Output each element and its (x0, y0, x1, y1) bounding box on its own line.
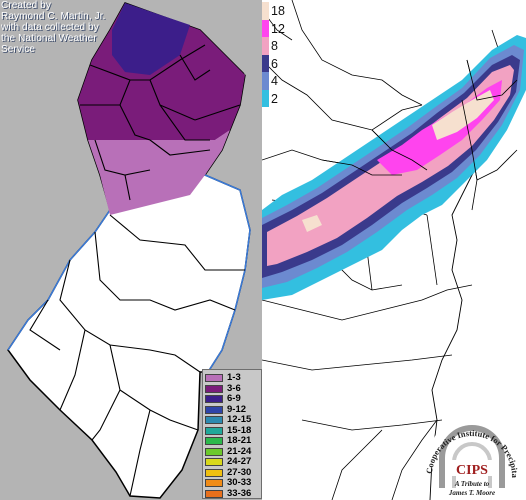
nj-legend-item: 33-36 (205, 487, 262, 499)
us-legend-label: 2 (271, 91, 278, 106)
us-legend-swatch (262, 19, 269, 37)
nj-legend-item: 1-3 (205, 372, 262, 383)
nj-legend-swatch (205, 374, 223, 382)
nj-legend-label: 21-24 (227, 445, 252, 457)
nj-legend: 1-3 3-6 6-9 9-12 12-15 15-18 18-21 21-24 24-27 27… (202, 369, 262, 499)
nj-legend-swatch (205, 489, 223, 498)
us-legend-label: 6 (271, 56, 278, 71)
cips-tribute: A Tribute to (454, 480, 490, 488)
nj-legend-item: 15-18 (205, 424, 262, 436)
us-legend-swatch (262, 2, 269, 20)
nj-legend-swatch (205, 447, 223, 456)
nj-snowfall-map: Created by Raymond C. Martin, Jr. with d… (0, 0, 262, 500)
nj-legend-item: 6-9 (205, 393, 262, 404)
county-lines (29, 44, 245, 497)
nj-legend-item: 9-12 (205, 403, 262, 415)
nj-legend-swatch (205, 395, 223, 403)
nj-legend-label: 27-30 (227, 466, 252, 478)
nj-legend-swatch (205, 458, 223, 466)
us-legend-label: 12 (271, 21, 285, 36)
nj-legend-swatch (205, 479, 223, 487)
credit-line: with data collected by (1, 22, 99, 33)
cips-logo-graphic: Cooperative Institute for Precipitation … (420, 398, 520, 498)
cips-abbr: CIPS (456, 463, 488, 478)
nj-legend-item: 24-27 (205, 456, 262, 467)
nj-legend-item: 30-33 (205, 477, 262, 488)
credit-line: Service (1, 44, 36, 55)
snow-band-1-3 (88, 130, 230, 215)
us-map-svg (262, 0, 526, 500)
nj-legend-label: 9-12 (227, 403, 247, 415)
nj-legend-label: 15-18 (227, 424, 252, 436)
nj-legend-item: 12-15 (205, 414, 262, 425)
nj-legend-label: 3-6 (227, 382, 241, 394)
nj-legend-label: 12-15 (227, 414, 252, 425)
cips-logo: Cooperative Institute for Precipitation … (420, 398, 524, 498)
us-legend: 18 12 8 6 4 2 (262, 0, 292, 120)
swath-18in (432, 90, 494, 140)
credit-text: Created by Raymond C. Martin, Jr. with d… (1, 0, 126, 55)
snow-band-6-9 (112, 3, 190, 75)
cips-name: James T. Moore (448, 489, 495, 497)
nj-legend-label: 6-9 (227, 393, 241, 404)
nj-legend-item: 27-30 (205, 466, 262, 478)
northeast-snowfall-map (262, 0, 526, 500)
us-legend-label: 8 (271, 39, 278, 53)
nj-legend-swatch (205, 416, 223, 424)
nj-legend-swatch (205, 437, 223, 445)
nj-legend-swatch (205, 468, 223, 477)
credit-line: Created by (1, 0, 51, 11)
nj-legend-label: 33-36 (227, 487, 252, 499)
nj-legend-swatch (205, 426, 223, 435)
nj-legend-item: 3-6 (205, 382, 262, 394)
nj-legend-label: 1-3 (227, 372, 241, 383)
nj-legend-item: 18-21 (205, 435, 262, 446)
nj-legend-label: 30-33 (227, 477, 252, 488)
nj-map-svg (7, 0, 262, 500)
us-legend-label: 4 (271, 74, 278, 88)
credit-line: the National Weather (1, 33, 97, 44)
nj-legend-item: 21-24 (205, 445, 262, 457)
us-legend-swatch (262, 89, 269, 107)
nj-legend-label: 18-21 (227, 435, 252, 446)
us-legend-label: 18 (271, 4, 285, 18)
us-legend-swatch (262, 37, 269, 55)
credit-line: Raymond C. Martin, Jr. (1, 11, 106, 22)
us-legend-swatch (262, 54, 269, 72)
nj-legend-label: 24-27 (227, 456, 252, 467)
nj-legend-swatch (205, 405, 223, 414)
nj-legend-swatch (205, 384, 223, 393)
us-legend-swatch (262, 72, 269, 90)
